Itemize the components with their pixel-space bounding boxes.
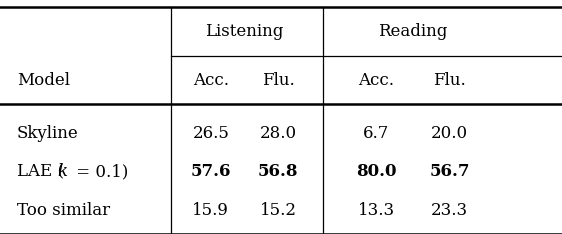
Text: 56.7: 56.7: [429, 164, 470, 180]
Text: 57.6: 57.6: [191, 164, 231, 180]
Text: $\mathit{k}$: $\mathit{k}$: [57, 164, 69, 180]
Text: Model: Model: [17, 72, 70, 89]
Text: Flu.: Flu.: [262, 72, 294, 89]
Text: = 0.1): = 0.1): [71, 164, 129, 180]
Text: 56.8: 56.8: [258, 164, 298, 180]
Text: 28.0: 28.0: [260, 125, 297, 142]
Text: 13.3: 13.3: [358, 202, 395, 219]
Text: 6.7: 6.7: [364, 125, 389, 142]
Text: Skyline: Skyline: [17, 125, 79, 142]
Text: Too similar: Too similar: [17, 202, 110, 219]
Text: 26.5: 26.5: [192, 125, 229, 142]
Text: 15.9: 15.9: [192, 202, 229, 219]
Text: Reading: Reading: [378, 23, 448, 40]
Text: 23.3: 23.3: [431, 202, 468, 219]
Text: Flu.: Flu.: [433, 72, 466, 89]
Text: LAE (: LAE (: [17, 164, 64, 180]
Text: 80.0: 80.0: [356, 164, 397, 180]
Text: 20.0: 20.0: [431, 125, 468, 142]
Text: Listening: Listening: [205, 23, 284, 40]
Text: Acc.: Acc.: [359, 72, 395, 89]
Text: Acc.: Acc.: [193, 72, 229, 89]
Text: 15.2: 15.2: [260, 202, 297, 219]
